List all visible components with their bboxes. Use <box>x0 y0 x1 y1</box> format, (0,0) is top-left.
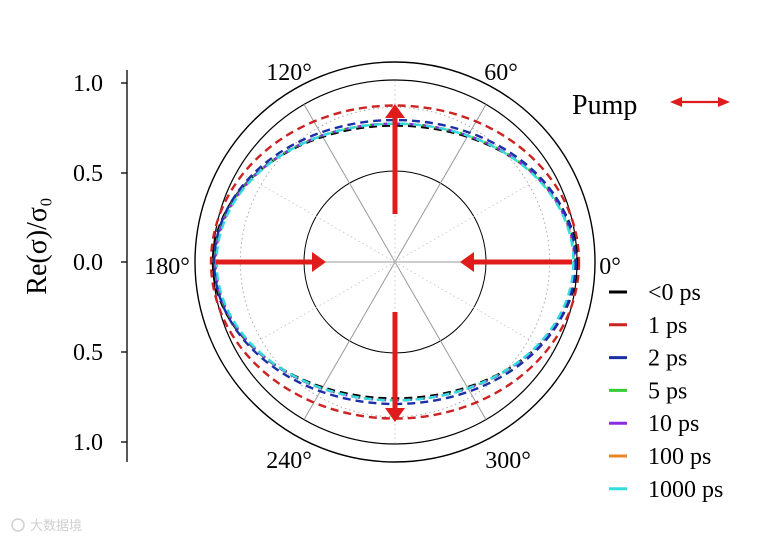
y-axis-label: Re(σ)/σ₀ <box>22 197 53 294</box>
grid-spoke <box>237 261 396 354</box>
radial-tick-label: 0.0 <box>73 250 103 276</box>
polarization-arrow-head <box>385 408 405 422</box>
legend-label: 5 ps <box>648 378 687 404</box>
legend-item: 1000 ps <box>609 477 723 503</box>
angle-label: 180° <box>144 254 190 280</box>
outer-frame-circle <box>194 61 596 463</box>
grid-spoke <box>394 104 487 263</box>
grid-spoke <box>303 261 396 420</box>
radial-tick-label: 1.0 <box>73 430 103 456</box>
legend-label: 2 ps <box>648 346 687 372</box>
radial-tick-label: 0.5 <box>73 161 103 187</box>
legend-item: 2 ps <box>609 346 687 372</box>
legend-label: 100 ps <box>648 444 711 470</box>
legend: <0 ps 1 ps 2 ps 5 ps 10 ps 100 ps 1000 ps <box>609 280 723 503</box>
pump-arrow-head-left <box>670 97 682 107</box>
legend-label: 10 ps <box>648 411 699 437</box>
polarization-arrow-head <box>460 252 474 272</box>
watermark-logo-icon <box>11 518 25 532</box>
legend-item: <0 ps <box>609 280 701 306</box>
polarization-arrow-head <box>312 252 326 272</box>
legend-item: 10 ps <box>609 411 699 437</box>
grid-spoke <box>303 104 396 263</box>
legend-label: 1000 ps <box>648 477 723 503</box>
radial-tick-label: 0.5 <box>73 340 103 366</box>
pump-label: Pump <box>572 90 637 121</box>
legend-item: 5 ps <box>609 378 687 404</box>
polarization-arrow-head <box>385 104 405 118</box>
radial-ticks: 1.0 0.5 0.0 0.5 1.0 <box>73 71 127 456</box>
legend-item: 100 ps <box>609 444 711 470</box>
grid-spoke <box>394 261 553 354</box>
pump-annotation: Pump <box>572 90 730 121</box>
legend-item: 1 ps <box>609 313 687 339</box>
radial-axis: 1.0 0.5 0.0 0.5 1.0 <box>73 70 128 462</box>
legend-label: 1 ps <box>648 313 687 339</box>
pump-arrow-head-right <box>718 97 730 107</box>
watermark: 大数据境 <box>11 518 82 534</box>
radial-tick-label: 1.0 <box>73 71 103 97</box>
angle-label: 120° <box>266 60 312 86</box>
angle-label: 240° <box>266 448 312 474</box>
grid-spoke <box>394 261 487 420</box>
grid-spoke <box>237 170 396 263</box>
grid-spoke <box>394 170 553 263</box>
legend-label: <0 ps <box>648 280 701 306</box>
angle-label: 300° <box>485 448 531 474</box>
pump-double-arrow-icon <box>670 97 730 107</box>
watermark-text: 大数据境 <box>30 519 82 534</box>
angle-label: 0° <box>599 254 621 280</box>
angle-labels: 0° 60° 120° 180° 240° 300° <box>144 60 621 474</box>
polarization-arrows <box>216 104 572 422</box>
angle-label: 60° <box>484 60 518 86</box>
